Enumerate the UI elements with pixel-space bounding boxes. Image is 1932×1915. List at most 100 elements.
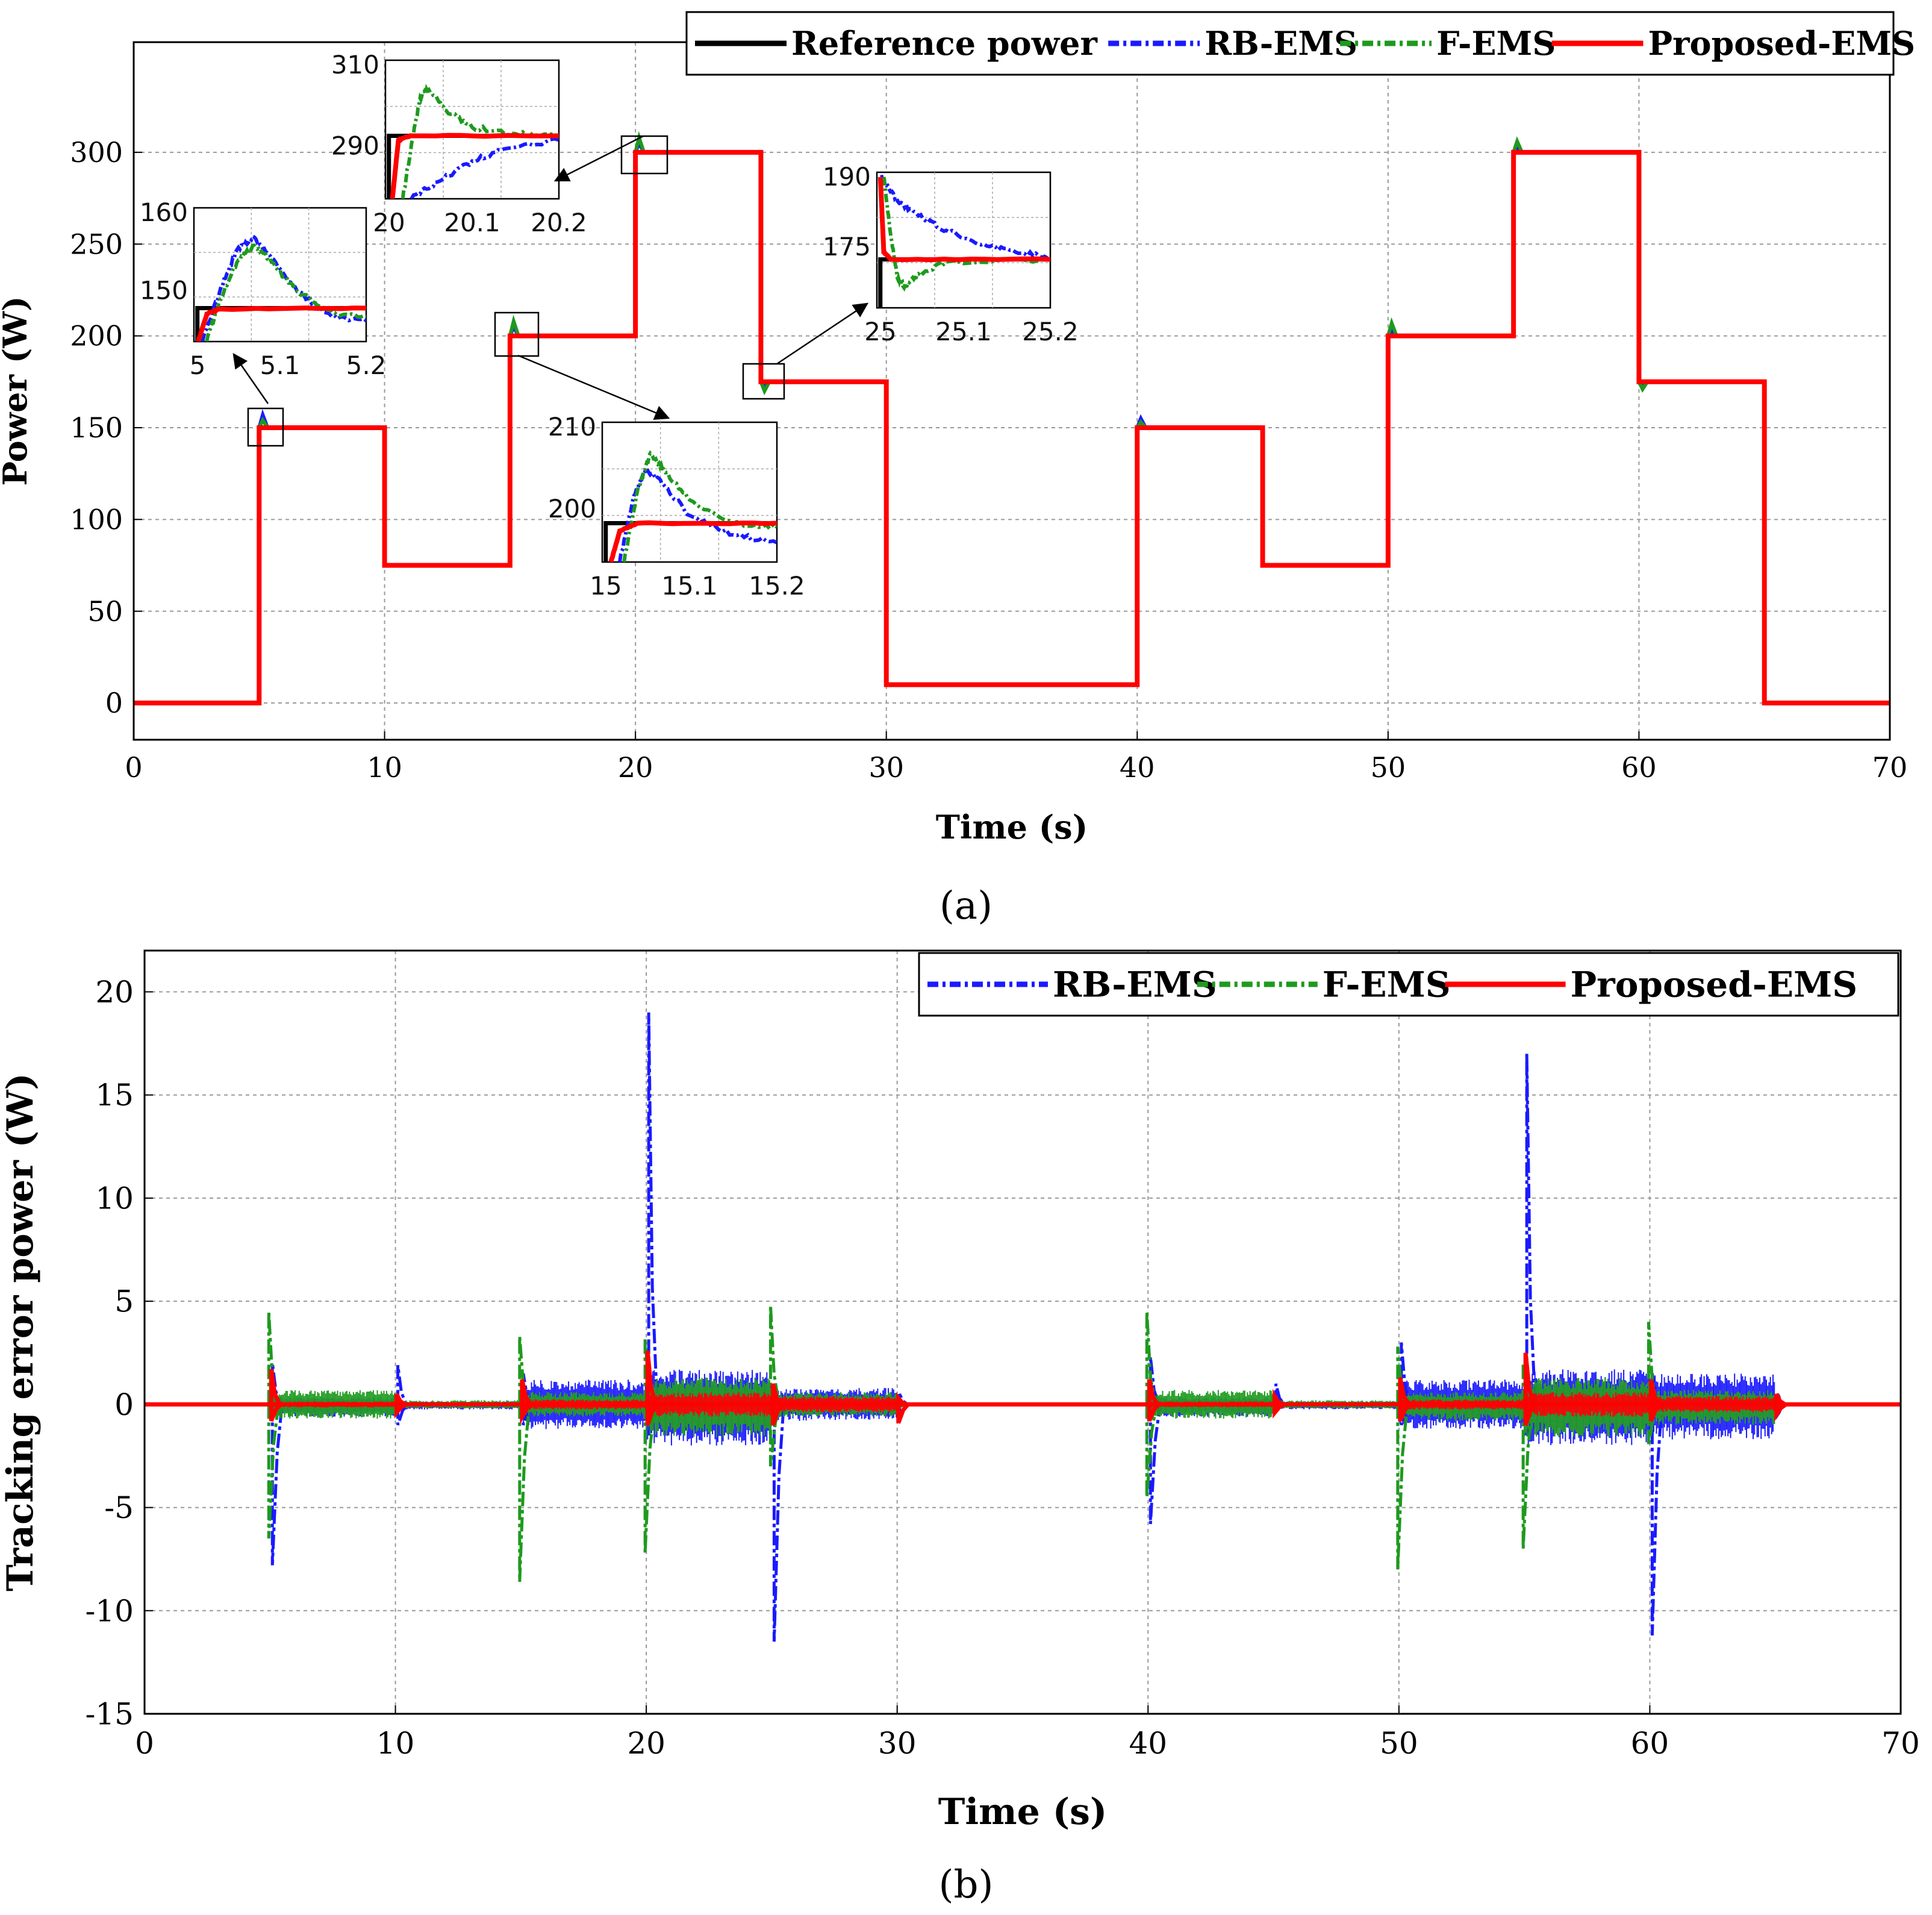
- spike-negative: [1648, 1402, 1662, 1422]
- spike-negative: [770, 1403, 785, 1426]
- x-tick-label: 70: [1881, 1726, 1920, 1761]
- spike-positive: [394, 1393, 407, 1407]
- x-tick-label: 10: [376, 1726, 415, 1761]
- spike-negative: [394, 1402, 408, 1419]
- x-tick-label: 20: [627, 1726, 665, 1761]
- inset-x-tick-label: 25: [864, 317, 896, 346]
- x-tick-label: 60: [1631, 1726, 1669, 1761]
- inset-rb-ems: [410, 137, 559, 199]
- spike-negative: [1774, 1402, 1787, 1422]
- panel-b-data: [145, 1012, 1901, 1642]
- legend-a-box: [685, 11, 1895, 76]
- inset-x-tick-label: 15.1: [661, 571, 718, 601]
- y-tick-label: 15: [95, 1078, 134, 1113]
- x-tick-label: 30: [868, 751, 904, 784]
- inset-x-tick-label: 15.2: [749, 571, 805, 601]
- zoom-region-box: [494, 311, 540, 357]
- x-tick-label: 60: [1621, 751, 1657, 784]
- x-axis-label: Time (s): [936, 808, 1088, 846]
- y-tick-label: 5: [114, 1284, 134, 1319]
- inset-y-tick-label: 150: [140, 276, 188, 305]
- spike-positive: [770, 1383, 784, 1406]
- spike-negative: [1523, 1403, 1537, 1426]
- inset-y-tick-label: 175: [823, 232, 871, 261]
- spike-negative: [1145, 1404, 1158, 1498]
- spike-negative: [1148, 1404, 1162, 1525]
- x-tick-label: 20: [618, 751, 653, 784]
- y-tick-label: 150: [70, 411, 123, 444]
- caption-b: (b): [939, 1863, 994, 1907]
- spike-positive: [647, 1012, 659, 1405]
- spike-negative: [772, 1404, 785, 1642]
- y-tick-label: 200: [70, 320, 123, 352]
- spike-negative: [396, 1403, 409, 1426]
- inset-rb-ems: [880, 174, 1050, 260]
- inset-x-tick-label: 5.1: [260, 351, 301, 380]
- spike-positive: [518, 1336, 530, 1405]
- caption-a: (a): [940, 884, 992, 928]
- inset-y-tick-label: 160: [140, 198, 188, 227]
- spike-positive: [1398, 1377, 1410, 1406]
- y-tick-label: 300: [70, 136, 123, 169]
- inset-data: [877, 174, 1050, 308]
- inset-arrow: [776, 302, 869, 365]
- spike-positive: [1523, 1352, 1536, 1405]
- x-tick-label: 50: [1371, 751, 1406, 784]
- spike-negative: [269, 1402, 282, 1422]
- spike-positive: [645, 1350, 658, 1405]
- inset-data: [387, 83, 559, 199]
- inset-x-tick-label: 25.2: [1022, 317, 1079, 346]
- inset-x-tick-label: 20.2: [531, 208, 587, 237]
- x-tick-label: 30: [878, 1726, 917, 1761]
- series-proposed-ems: [134, 149, 1890, 706]
- spike-positive: [1774, 1393, 1786, 1407]
- y-axis-label: Power (W): [0, 296, 34, 486]
- spike-negative: [1521, 1404, 1535, 1549]
- zoom-region-box: [742, 363, 785, 400]
- inset-f-ems: [205, 243, 366, 342]
- spike-positive: [1648, 1379, 1662, 1406]
- spike-negative: [1147, 1402, 1161, 1422]
- inset-frame: [601, 421, 778, 563]
- y-tick-label: 10: [95, 1181, 134, 1216]
- legend-entry: RB-EMS: [1204, 24, 1357, 63]
- x-axis-label: Time (s): [938, 1791, 1108, 1833]
- spike-negative: [896, 1403, 910, 1424]
- series-proposed-ems: [145, 1350, 1901, 1426]
- inset-proposed-ems: [196, 305, 366, 342]
- y-tick-label: -10: [85, 1593, 134, 1628]
- y-tick-label: 100: [70, 503, 123, 536]
- y-tick-label: 50: [87, 595, 123, 628]
- inset-zoom-20s: 20 20.1 20.2 310 290: [331, 50, 587, 237]
- legend-entry: RB-EMS: [1053, 964, 1217, 1005]
- spike-positive: [396, 1364, 408, 1405]
- inset-arrow: [232, 352, 269, 404]
- x-tick-label: 40: [1120, 751, 1155, 784]
- spike-negative: [1396, 1404, 1409, 1570]
- inset-proposed-ems: [877, 177, 1050, 263]
- inset-arrow: [553, 135, 644, 182]
- y-axis-label: Tracking error power (W): [0, 1073, 42, 1592]
- inset-zoom-15s: 15 15.1 15.2 210 200: [548, 412, 805, 601]
- spike-positive: [1273, 1389, 1285, 1407]
- x-tick-label: 0: [125, 751, 142, 784]
- spike-positive: [520, 1379, 532, 1406]
- panel-a: 0 10 20 30 40 50 60 70 0 50 100 150 200 250 300 Time (s…: [0, 11, 1915, 928]
- y-tick-label: 250: [70, 228, 123, 260]
- zoom-region-box: [620, 135, 668, 175]
- inset-data: [195, 234, 366, 342]
- inset-y-tick-label: 290: [331, 131, 379, 161]
- legend-b-box: [918, 952, 1899, 1017]
- legend-entry: F-EMS: [1323, 964, 1451, 1005]
- inset-rb-ems: [201, 234, 366, 342]
- inset-data: [603, 450, 777, 562]
- spike-negative: [518, 1404, 531, 1582]
- inset-arrow: [517, 354, 670, 420]
- legend-entry: Proposed-EMS: [1648, 24, 1915, 63]
- inset-x-tick-label: 25.1: [935, 317, 992, 346]
- spike-negative: [645, 1403, 659, 1426]
- inset-x-tick-label: 5: [190, 351, 206, 380]
- y-tick-label: -5: [104, 1490, 134, 1525]
